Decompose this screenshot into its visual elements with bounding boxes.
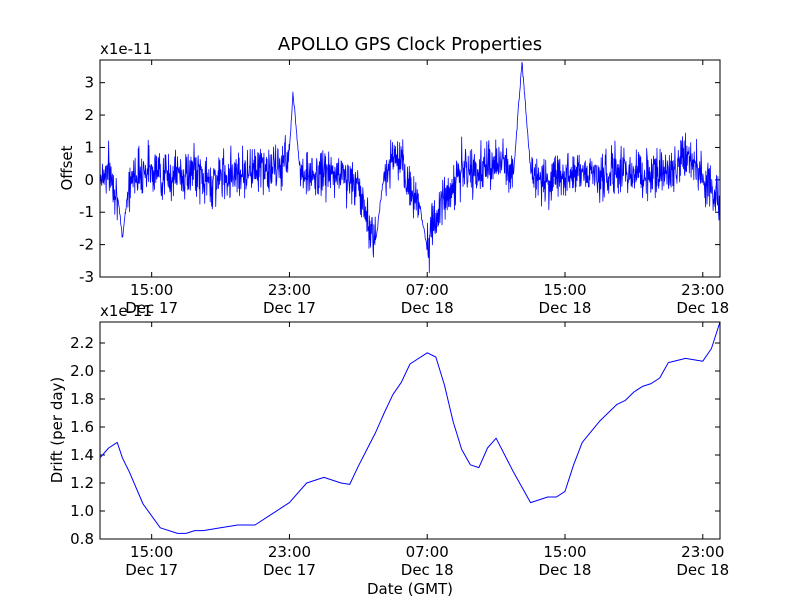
offset-xtick-date-label: Dec 18	[676, 299, 729, 317]
drift-ytick-label: 1.6	[70, 418, 94, 436]
offset-ytick-label: 1	[84, 138, 94, 156]
drift-xtick-time-label: 23:00	[268, 543, 311, 561]
offset-xtick-date-label: Dec 18	[539, 299, 592, 317]
drift-y-scale-label: x1e-11	[100, 302, 152, 320]
offset-ytick-label: 2	[84, 106, 94, 124]
drift-panel: x1e-11 Drift (per day) 0.8 1.0 1.2 1.4 1.6 1.…	[48, 302, 729, 598]
drift-xtick-time-label: 15:00	[130, 543, 173, 561]
drift-xtick-date-label: Dec 18	[539, 561, 592, 579]
drift-xtick-time-label: 15:00	[543, 543, 586, 561]
offset-xtick-date-label: Dec 18	[401, 299, 454, 317]
offset-ytick-label: 0	[84, 171, 94, 189]
drift-ytick-label: 2.0	[70, 362, 94, 380]
drift-ytick-label: 1.4	[70, 446, 94, 464]
drift-xtick-date-label: Dec 18	[401, 561, 454, 579]
offset-y-scale-label: x1e-11	[100, 40, 152, 58]
drift-xtick-date-label: Dec 17	[125, 561, 178, 579]
drift-ytick-label: 2.2	[70, 334, 94, 352]
offset-ytick-label: -2	[79, 236, 94, 254]
offset-y-axis-label: Offset	[58, 145, 76, 190]
offset-xtick-time-label: 15:00	[130, 281, 173, 299]
drift-y-axis-label: Drift (per day)	[48, 377, 66, 484]
drift-xtick-time-label: 07:00	[406, 543, 449, 561]
x-axis-label: Date (GMT)	[367, 580, 453, 598]
offset-series	[99, 61, 721, 274]
drift-xtick-date-label: Dec 17	[263, 561, 316, 579]
chart-title: APOLLO GPS Clock Properties	[278, 34, 542, 55]
drift-xtick-time-label: 23:00	[681, 543, 724, 561]
offset-series-line	[99, 61, 721, 274]
offset-ytick-label: -3	[79, 268, 94, 286]
offset-xtick-date-label: Dec 17	[263, 299, 316, 317]
drift-series	[99, 321, 721, 534]
offset-xtick-date-label: Dec 17	[125, 299, 178, 317]
offset-xtick-time-label: 15:00	[543, 281, 586, 299]
drift-ytick-label: 1.0	[70, 502, 94, 520]
offset-xtick-time-label: 23:00	[681, 281, 724, 299]
offset-ytick-label: 3	[84, 74, 94, 92]
drift-ytick-label: 0.8	[70, 530, 94, 548]
drift-series-line	[99, 321, 721, 534]
drift-xtick-date-label: Dec 18	[676, 561, 729, 579]
offset-ytick-label: -1	[79, 203, 94, 221]
offset-xtick-time-label: 23:00	[268, 281, 311, 299]
drift-ytick-label: 1.2	[70, 474, 94, 492]
offset-plot-frame	[99, 59, 721, 278]
offset-xtick-time-label: 07:00	[406, 281, 449, 299]
drift-ytick-label: 1.8	[70, 390, 94, 408]
drift-plot-frame	[99, 321, 721, 540]
